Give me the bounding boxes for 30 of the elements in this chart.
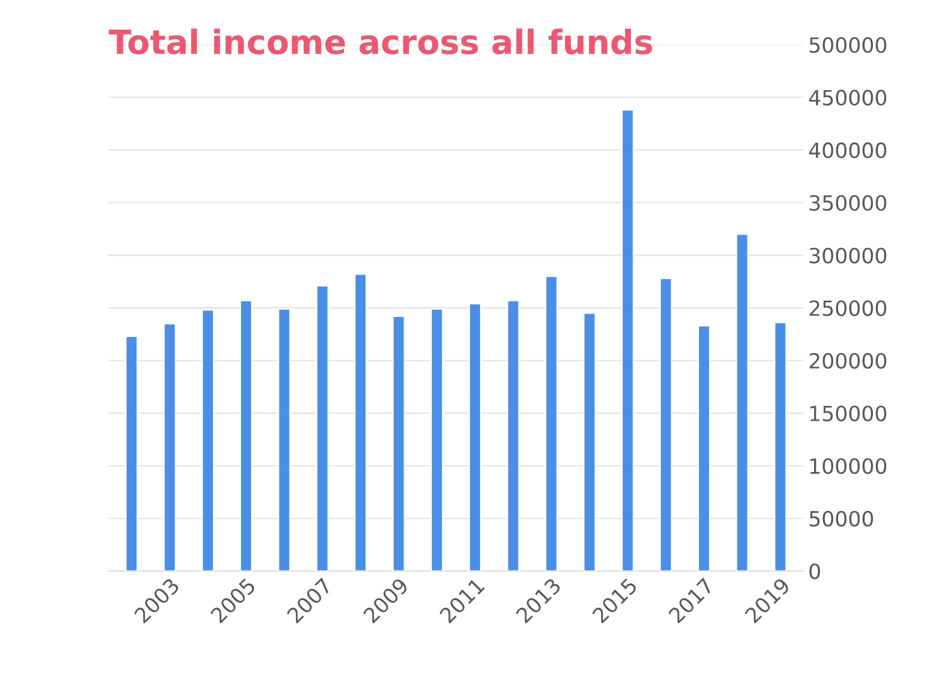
y-tick-label: 400000	[809, 142, 886, 158]
y-tick-label: 200000	[810, 352, 886, 369]
bar	[659, 278, 672, 572]
y-tick-label: 350000	[810, 195, 886, 211]
y-tick-label: 300000	[810, 248, 886, 264]
y-tick-label: 100000	[810, 458, 886, 474]
bar	[392, 316, 406, 572]
y-tick-label: 450000	[809, 90, 886, 106]
bar	[774, 322, 787, 572]
bar	[278, 308, 291, 572]
bar	[316, 285, 329, 572]
y-tick-label: 0	[809, 563, 820, 580]
bar	[468, 302, 482, 572]
y-tick-label: 150000	[810, 406, 886, 422]
bar	[163, 322, 176, 572]
y-tick-label: 250000	[810, 300, 886, 316]
y-tick-label: 50000	[810, 510, 873, 527]
bar	[698, 325, 710, 572]
bar	[430, 308, 444, 572]
bar	[125, 336, 138, 572]
bar	[354, 274, 367, 572]
chart-title: Total income across all funds	[108, 28, 652, 54]
bar	[621, 109, 634, 572]
bar	[583, 312, 596, 572]
bar	[240, 300, 252, 572]
bar	[506, 300, 520, 572]
bar	[201, 309, 214, 572]
bar	[544, 276, 558, 572]
y-tick-label: 500000	[810, 37, 886, 53]
bar	[736, 234, 749, 572]
